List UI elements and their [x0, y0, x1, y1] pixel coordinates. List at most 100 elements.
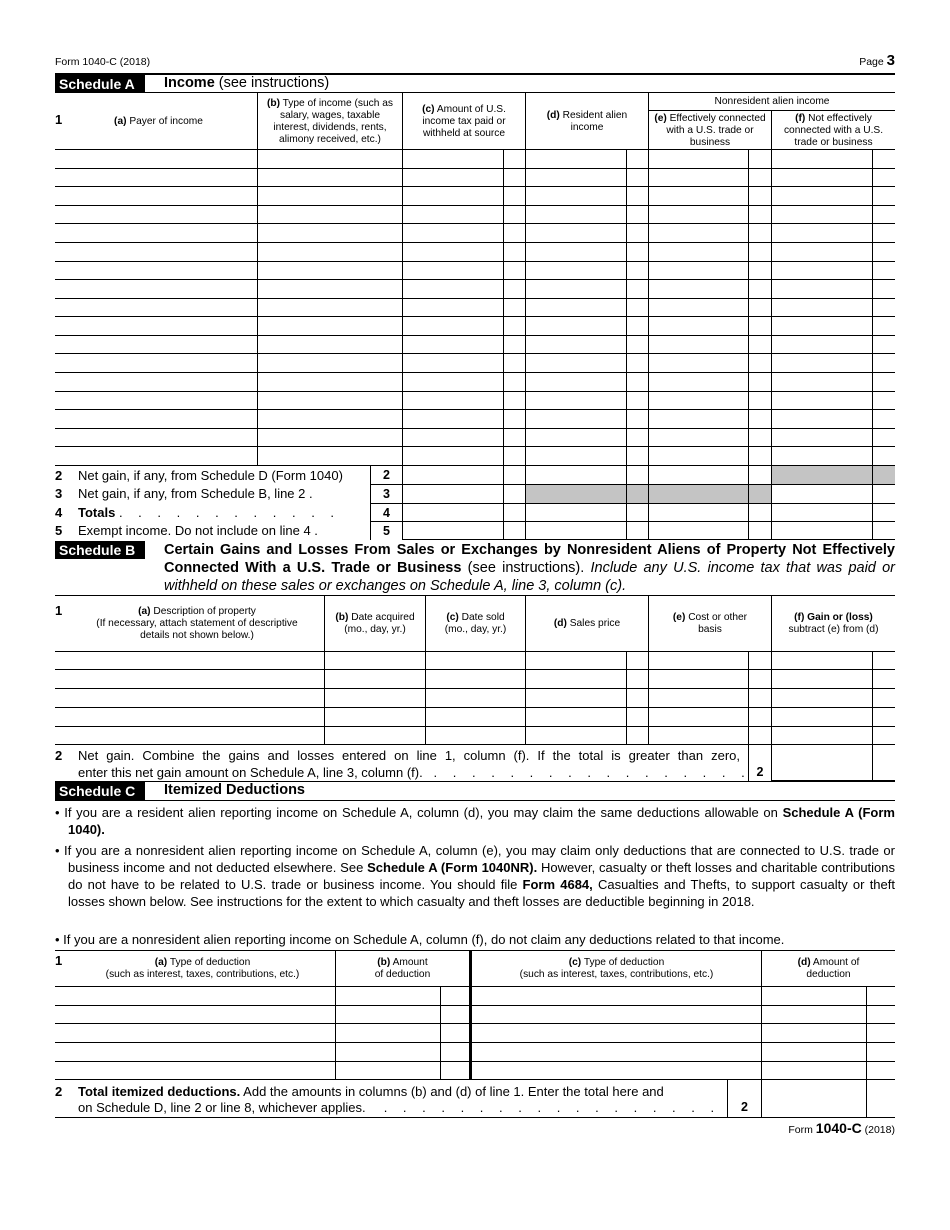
income-row-1-tax-dollars-input[interactable]: [402, 150, 503, 169]
property-row-5-date-acquired-input[interactable]: [324, 727, 425, 745]
income-row-2-type-input[interactable]: [257, 169, 402, 187]
income-row-9-nec-cents-input[interactable]: [872, 299, 895, 317]
line-5-tax-cents-input[interactable]: [503, 522, 525, 540]
income-row-15-payer-input[interactable]: [55, 410, 257, 429]
income-row-10-resident-cents-input[interactable]: [626, 317, 648, 336]
deduction-row-2-type-a-input[interactable]: [55, 1006, 335, 1024]
income-row-9-tax-cents-input[interactable]: [503, 299, 525, 317]
income-row-6-nec-dollars-input[interactable]: [771, 243, 872, 262]
income-row-6-tax-dollars-input[interactable]: [402, 243, 503, 262]
property-row-2-gain-cents-input[interactable]: [872, 670, 895, 689]
income-row-13-type-input[interactable]: [257, 373, 402, 392]
line-5-ec-dollars-input[interactable]: [648, 522, 748, 540]
income-row-16-resident-dollars-input[interactable]: [525, 429, 626, 447]
income-row-14-payer-input[interactable]: [55, 392, 257, 410]
income-row-7-ec-dollars-input[interactable]: [648, 262, 748, 280]
income-row-5-resident-dollars-input[interactable]: [525, 224, 626, 243]
deduction-row-4-type-a-input[interactable]: [55, 1043, 335, 1062]
deduction-row-1-amount-b-cents-input[interactable]: [440, 987, 469, 1006]
property-row-4-gain-dollars-input[interactable]: [771, 708, 872, 727]
line-5-tax-dollars-input[interactable]: [402, 522, 503, 540]
income-row-12-nec-dollars-input[interactable]: [771, 354, 872, 373]
income-row-15-nec-dollars-input[interactable]: [771, 410, 872, 429]
property-row-3-cost-cents-input[interactable]: [748, 689, 771, 708]
income-row-8-resident-dollars-input[interactable]: [525, 280, 626, 299]
income-row-10-nec-dollars-input[interactable]: [771, 317, 872, 336]
income-row-15-resident-cents-input[interactable]: [626, 410, 648, 429]
income-row-9-nec-dollars-input[interactable]: [771, 299, 872, 317]
income-row-6-tax-cents-input[interactable]: [503, 243, 525, 262]
income-row-9-type-input[interactable]: [257, 299, 402, 317]
income-row-13-nec-dollars-input[interactable]: [771, 373, 872, 392]
property-row-1-cost-dollars-input[interactable]: [648, 652, 748, 670]
income-row-16-resident-cents-input[interactable]: [626, 429, 648, 447]
income-row-9-payer-input[interactable]: [55, 299, 257, 317]
deduction-row-5-type-a-input[interactable]: [55, 1062, 335, 1080]
income-row-11-nec-cents-input[interactable]: [872, 336, 895, 354]
income-row-11-tax-dollars-input[interactable]: [402, 336, 503, 354]
deduction-row-3-amount-b-cents-input[interactable]: [440, 1024, 469, 1043]
deduction-row-1-type-a-input[interactable]: [55, 987, 335, 1006]
income-row-6-ec-dollars-input[interactable]: [648, 243, 748, 262]
income-row-14-nec-cents-input[interactable]: [872, 392, 895, 410]
income-row-13-resident-dollars-input[interactable]: [525, 373, 626, 392]
line-4-resident-cents-input[interactable]: [626, 504, 648, 522]
income-row-4-ec-cents-input[interactable]: [748, 206, 771, 224]
income-row-5-tax-cents-input[interactable]: [503, 224, 525, 243]
income-row-14-type-input[interactable]: [257, 392, 402, 410]
income-row-14-ec-dollars-input[interactable]: [648, 392, 748, 410]
income-row-12-resident-dollars-input[interactable]: [525, 354, 626, 373]
income-row-12-tax-cents-input[interactable]: [503, 354, 525, 373]
income-row-8-nec-dollars-input[interactable]: [771, 280, 872, 299]
income-row-14-nec-dollars-input[interactable]: [771, 392, 872, 410]
income-row-3-payer-input[interactable]: [55, 187, 257, 206]
income-row-3-resident-cents-input[interactable]: [626, 187, 648, 206]
income-row-15-type-input[interactable]: [257, 410, 402, 429]
line-3-nec-dollars-input[interactable]: [771, 485, 872, 504]
income-row-17-resident-dollars-input[interactable]: [525, 447, 626, 466]
income-row-11-resident-cents-input[interactable]: [626, 336, 648, 354]
income-row-16-tax-cents-input[interactable]: [503, 429, 525, 447]
income-row-2-ec-dollars-input[interactable]: [648, 169, 748, 187]
property-row-3-date-sold-input[interactable]: [425, 689, 525, 708]
income-row-6-ec-cents-input[interactable]: [748, 243, 771, 262]
property-row-1-sales-cents-input[interactable]: [626, 652, 648, 670]
income-row-6-nec-cents-input[interactable]: [872, 243, 895, 262]
line-5-nec-cents-input[interactable]: [872, 522, 895, 540]
deduction-row-1-amount-d-dollars-input[interactable]: [761, 987, 866, 1006]
property-row-4-description-input[interactable]: [55, 708, 324, 727]
line-4-resident-dollars-input[interactable]: [525, 504, 626, 522]
income-row-4-nec-dollars-input[interactable]: [771, 206, 872, 224]
deduction-row-4-amount-d-dollars-input[interactable]: [761, 1043, 866, 1062]
income-row-7-nec-dollars-input[interactable]: [771, 262, 872, 280]
line-5-resident-dollars-input[interactable]: [525, 522, 626, 540]
property-row-1-date-sold-input[interactable]: [425, 652, 525, 670]
income-row-15-resident-dollars-input[interactable]: [525, 410, 626, 429]
income-row-16-tax-dollars-input[interactable]: [402, 429, 503, 447]
income-row-16-ec-dollars-input[interactable]: [648, 429, 748, 447]
income-row-2-nec-cents-input[interactable]: [872, 169, 895, 187]
property-row-4-date-acquired-input[interactable]: [324, 708, 425, 727]
income-row-1-type-input[interactable]: [257, 150, 402, 169]
deduction-row-1-amount-d-cents-input[interactable]: [866, 987, 895, 1006]
income-row-11-resident-dollars-input[interactable]: [525, 336, 626, 354]
income-row-12-ec-cents-input[interactable]: [748, 354, 771, 373]
property-row-2-gain-dollars-input[interactable]: [771, 670, 872, 689]
income-row-14-tax-cents-input[interactable]: [503, 392, 525, 410]
income-row-9-ec-cents-input[interactable]: [748, 299, 771, 317]
income-row-1-resident-cents-input[interactable]: [626, 150, 648, 169]
line-2-tax-dollars-input[interactable]: [402, 466, 503, 485]
income-row-16-nec-dollars-input[interactable]: [771, 429, 872, 447]
deduction-row-5-amount-b-dollars-input[interactable]: [335, 1062, 440, 1080]
property-row-2-description-input[interactable]: [55, 670, 324, 689]
income-row-13-payer-input[interactable]: [55, 373, 257, 392]
income-row-6-resident-cents-input[interactable]: [626, 243, 648, 262]
line-3-nec-cents-input[interactable]: [872, 485, 895, 504]
property-row-3-cost-dollars-input[interactable]: [648, 689, 748, 708]
income-row-7-nec-cents-input[interactable]: [872, 262, 895, 280]
income-row-4-type-input[interactable]: [257, 206, 402, 224]
income-row-7-type-input[interactable]: [257, 262, 402, 280]
income-row-12-tax-dollars-input[interactable]: [402, 354, 503, 373]
line-4-ec-cents-input[interactable]: [748, 504, 771, 522]
income-row-5-nec-cents-input[interactable]: [872, 224, 895, 243]
